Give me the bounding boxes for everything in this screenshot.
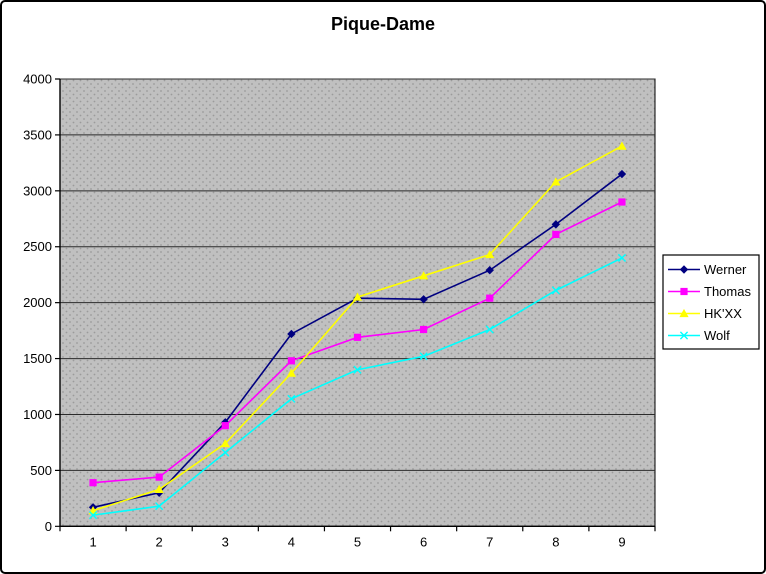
series-point-thomas [486, 294, 494, 302]
legend-marker-diamond [679, 265, 689, 274]
y-tick-label: 0 [45, 519, 52, 534]
legend-item-hk-xx: HK'XX [668, 306, 742, 321]
series-point-thomas [420, 325, 428, 334]
legend-marker-square [680, 287, 688, 296]
series-point-hk-xx [485, 249, 495, 259]
series-point-hk-xx [154, 484, 164, 493]
series-point-werner [617, 169, 627, 179]
series-lines [88, 141, 627, 520]
series-point-wolf [353, 365, 362, 374]
x-tick-label: 7 [486, 534, 493, 549]
series-point-werner [419, 295, 428, 304]
series-point-werner [485, 266, 494, 275]
x-tick-label: 6 [420, 534, 427, 549]
series-point-wolf [287, 394, 296, 403]
y-tick-label: 1500 [23, 351, 52, 366]
x-tick-label: 4 [288, 534, 295, 549]
y-axis-labels: 0 500 1000 1500 2000 2500 3000 3500 4000 [23, 72, 52, 534]
series-point-thomas [89, 479, 97, 487]
series-point-wolf [419, 352, 428, 361]
y-tick-label: 1000 [23, 407, 52, 422]
y-tick-label: 3000 [23, 183, 52, 198]
series-point-wolf [485, 325, 494, 334]
series-point-wolf [88, 511, 98, 520]
gridlines [60, 78, 655, 471]
series-point-thomas [552, 230, 560, 239]
series-point-wolf [617, 253, 627, 263]
legend-box [662, 254, 760, 350]
series-point-wolf [155, 502, 164, 511]
chart-title: Pique-Dame [331, 14, 435, 34]
x-tick-label: 8 [552, 534, 559, 549]
series-point-thomas [353, 333, 362, 341]
series-point-werner [551, 220, 561, 229]
series-point-hk-xx [419, 271, 429, 280]
x-tick-label: 1 [89, 534, 96, 549]
legend-label: Wolf [704, 328, 730, 343]
series-point-wolf [221, 448, 230, 457]
series-point-thomas [287, 357, 295, 365]
legend-label: HK'XX [704, 306, 742, 321]
legend-marker-triangle [679, 308, 689, 318]
y-tick-label: 3500 [23, 127, 52, 142]
legend: Werner Thomas HK'XX Wolf [662, 254, 760, 350]
y-tick-label: 2000 [23, 295, 52, 310]
series-point-hk-xx [286, 368, 296, 377]
x-tick-label: 5 [354, 534, 361, 549]
legend-label: Werner [704, 262, 747, 277]
series-point-wolf [551, 286, 560, 295]
series-point-werner [287, 329, 296, 339]
legend-marker-x [679, 331, 689, 340]
series-point-hk-xx [617, 141, 627, 150]
series-point-thomas [221, 422, 229, 430]
series-point-thomas [155, 473, 163, 481]
y-tick-label: 2500 [23, 239, 52, 254]
x-tick-label: 2 [156, 534, 163, 549]
series-point-hk-xx [220, 438, 230, 448]
x-tick-label: 9 [618, 534, 625, 549]
x-axis-labels: 1 2 3 4 5 6 7 8 9 [89, 534, 625, 549]
y-tick-label: 500 [30, 463, 52, 478]
legend-item-thomas: Thomas [668, 284, 751, 299]
series-point-hk-xx [352, 292, 363, 301]
series-point-hk-xx [551, 177, 561, 186]
x-tick-label: 3 [222, 534, 229, 549]
y-tick-label: 4000 [23, 72, 52, 87]
legend-label: Thomas [704, 284, 751, 299]
series-point-thomas [618, 198, 626, 206]
axes [55, 78, 656, 532]
legend-item-werner: Werner [668, 262, 747, 277]
legend-item-wolf: Wolf [668, 328, 730, 343]
